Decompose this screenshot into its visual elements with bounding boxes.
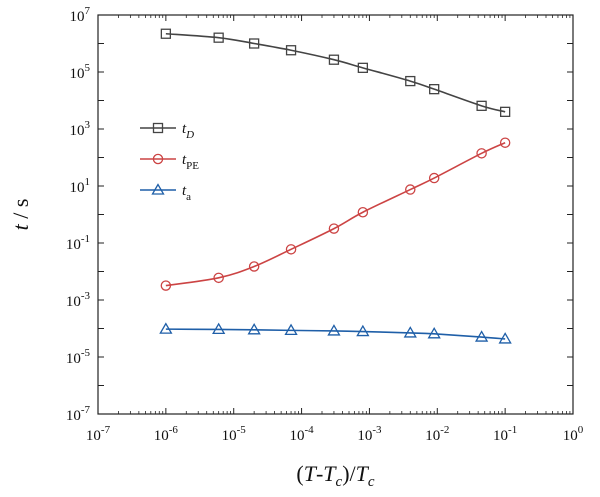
data-point (247, 323, 261, 335)
series-line (165, 32, 506, 113)
plot-frame (97, 14, 574, 415)
x-tick-label: 10-2 (425, 424, 449, 444)
data-point (474, 330, 489, 342)
data-point (476, 148, 487, 159)
data-point (327, 324, 341, 336)
series-t_D (160, 28, 511, 117)
series-layer (159, 28, 512, 344)
data-point (498, 332, 512, 344)
x-tick-label: 10-5 (222, 424, 247, 444)
data-point (428, 172, 440, 184)
y-tick-label: 105 (70, 62, 91, 82)
legend-marker (151, 183, 165, 195)
data-point (403, 326, 417, 338)
data-point (213, 272, 224, 284)
legend-box (137, 107, 225, 205)
data-point (356, 324, 370, 337)
x-tick-label: 100 (563, 424, 584, 444)
y-tick-label: 10-5 (66, 347, 91, 367)
y-tick-label: 10-1 (66, 233, 90, 253)
legend-item: ta (140, 183, 191, 203)
data-point (427, 327, 441, 339)
series-t_a (159, 322, 512, 344)
data-point (405, 75, 416, 87)
y-tick-label: 10-7 (66, 404, 91, 424)
series-line (165, 328, 506, 340)
series-line (165, 141, 506, 287)
data-point (285, 45, 297, 56)
data-point (248, 38, 260, 49)
data-point (284, 323, 298, 336)
y-tick-label: 103 (70, 119, 91, 139)
data-point (160, 280, 172, 291)
legend-label: tD (182, 121, 194, 141)
y-tick-label: 101 (70, 176, 91, 196)
data-point (429, 84, 440, 95)
legend-item: tD (140, 121, 194, 141)
y-tick-label: 107 (70, 5, 91, 25)
legend: tD tPE ta (137, 107, 225, 205)
data-point (328, 223, 340, 234)
legend-label: tPE (182, 152, 199, 172)
x-tick-label: 10-6 (154, 424, 179, 444)
data-point (328, 54, 340, 65)
x-tick-label: 10-4 (289, 424, 314, 444)
data-point (405, 184, 416, 195)
data-point (159, 322, 173, 334)
x-tick-label: 10-1 (493, 424, 517, 444)
y-axis-title: t / s (8, 199, 33, 231)
legend-marker (152, 153, 164, 165)
tick-layer (97, 14, 574, 415)
legend-marker (152, 122, 164, 134)
data-point (285, 244, 297, 255)
y-tick-label: 10-3 (66, 290, 91, 310)
x-tick-label: 10-7 (86, 424, 111, 444)
x-tick-label: 10-3 (357, 424, 382, 444)
legend-label: ta (182, 183, 191, 203)
data-point (499, 106, 511, 117)
legend-item: tPE (140, 152, 199, 172)
data-point (248, 261, 260, 272)
x-axis-title: (T-Tc)/Tc (296, 461, 375, 490)
data-point (357, 206, 369, 218)
tick-labels: 10-7 10-6 10-5 10-4 10-3 10-2 10-1 100 107 105 103… (66, 5, 584, 444)
data-point (476, 100, 487, 111)
data-point (212, 322, 226, 335)
data-point (499, 137, 511, 148)
data-point (213, 32, 224, 43)
data-point (160, 28, 172, 39)
data-point (357, 62, 369, 73)
series-t_PE (160, 137, 511, 291)
